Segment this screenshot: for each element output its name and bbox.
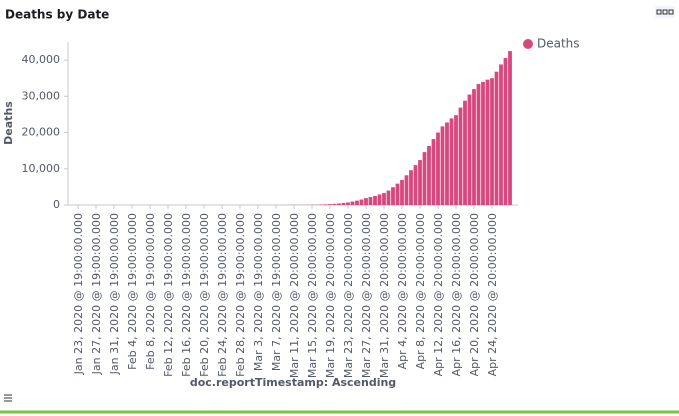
bar bbox=[485, 79, 490, 205]
y-tick-label: 0 bbox=[53, 198, 60, 211]
bar bbox=[418, 160, 422, 205]
bar bbox=[377, 194, 382, 205]
bar bbox=[341, 202, 346, 205]
bar bbox=[499, 64, 503, 205]
x-tick-label: Feb 4, 2020 @ 19:00:00.000 bbox=[126, 213, 139, 370]
x-tick-label: Mar 15, 2020 @ 20:00:00.000 bbox=[306, 213, 319, 378]
bar bbox=[337, 203, 341, 205]
bar bbox=[346, 202, 350, 205]
x-tick-label: Apr 16, 2020 @ 20:00:00.000 bbox=[450, 213, 463, 376]
bar bbox=[445, 122, 449, 205]
bar bbox=[472, 89, 476, 205]
x-tick-label: Jan 31, 2020 @ 19:00:00.000 bbox=[108, 213, 121, 375]
bar bbox=[413, 165, 418, 205]
options-bg[interactable] bbox=[655, 6, 675, 18]
bar bbox=[323, 204, 328, 205]
options-dot[interactable] bbox=[656, 9, 662, 15]
x-axis-title: doc.reportTimestamp: Ascending bbox=[190, 376, 396, 389]
bar bbox=[400, 180, 404, 205]
bar bbox=[404, 175, 409, 205]
options-dot[interactable] bbox=[668, 9, 674, 15]
bar bbox=[409, 170, 413, 205]
bar bbox=[449, 118, 454, 205]
bar bbox=[373, 195, 377, 205]
bar bbox=[436, 132, 440, 205]
bar bbox=[355, 200, 359, 205]
x-tick-label: Mar 19, 2020 @ 20:00:00.000 bbox=[324, 213, 337, 378]
bar bbox=[332, 203, 337, 205]
bar bbox=[364, 198, 368, 205]
bar bbox=[391, 187, 395, 205]
bar bbox=[503, 57, 508, 206]
bar bbox=[359, 199, 364, 205]
x-tick-label: Feb 24, 2020 @ 19:00:00.000 bbox=[216, 213, 229, 377]
chart-title: Deaths by Date bbox=[5, 8, 109, 22]
x-tick-label: Apr 8, 2020 @ 20:00:00.000 bbox=[414, 213, 427, 369]
x-tick-label: Mar 27, 2020 @ 20:00:00.000 bbox=[360, 213, 373, 378]
legend-toggle[interactable] bbox=[1, 392, 15, 406]
options-button[interactable] bbox=[655, 6, 675, 18]
bar bbox=[382, 193, 386, 205]
bar bbox=[481, 81, 485, 205]
x-tick-label: Jan 23, 2020 @ 19:00:00.000 bbox=[72, 213, 85, 375]
bar bbox=[427, 145, 431, 205]
x-tick-label: Mar 23, 2020 @ 20:00:00.000 bbox=[342, 213, 355, 378]
legend-swatch bbox=[523, 39, 533, 49]
y-axis-title: Deaths bbox=[2, 101, 15, 145]
bar bbox=[328, 204, 332, 205]
y-tick-label: 30,000 bbox=[22, 89, 61, 102]
bar bbox=[458, 107, 463, 205]
x-tick-label: Mar 11, 2020 @ 20:00:00.000 bbox=[288, 213, 301, 378]
x-tick-label: Apr 20, 2020 @ 20:00:00.000 bbox=[468, 213, 481, 376]
bar bbox=[508, 51, 512, 205]
y-tick-label: 20,000 bbox=[22, 126, 61, 139]
x-tick-label: Feb 20, 2020 @ 19:00:00.000 bbox=[198, 213, 211, 377]
bar bbox=[490, 78, 494, 205]
bar bbox=[368, 197, 373, 205]
x-tick-label: Feb 16, 2020 @ 19:00:00.000 bbox=[180, 213, 193, 377]
x-tick-label: Feb 28, 2020 @ 19:00:00.000 bbox=[234, 213, 247, 377]
bar bbox=[350, 201, 355, 205]
bar bbox=[431, 139, 436, 205]
x-tick-label: Feb 8, 2020 @ 19:00:00.000 bbox=[144, 213, 157, 370]
bar bbox=[386, 190, 391, 205]
bar bbox=[454, 115, 458, 205]
x-tick-label: Apr 4, 2020 @ 20:00:00.000 bbox=[396, 213, 409, 369]
y-tick-label: 40,000 bbox=[22, 53, 61, 66]
bar bbox=[467, 94, 472, 205]
x-tick-label: Feb 12, 2020 @ 19:00:00.000 bbox=[162, 213, 175, 377]
legend-label: Deaths bbox=[537, 37, 580, 51]
x-tick-label: Apr 12, 2020 @ 20:00:00.000 bbox=[432, 213, 445, 376]
options-dot[interactable] bbox=[662, 9, 668, 15]
y-tick-label: 10,000 bbox=[22, 162, 61, 175]
bar bbox=[440, 126, 445, 205]
x-tick-label: Mar 7, 2020 @ 19:00:00.000 bbox=[270, 213, 283, 371]
bar bbox=[494, 71, 499, 205]
x-tick-label: Apr 24, 2020 @ 20:00:00.000 bbox=[486, 213, 499, 376]
x-tick-label: Jan 27, 2020 @ 19:00:00.000 bbox=[90, 213, 103, 375]
legend-toggle-bg[interactable] bbox=[1, 392, 15, 406]
bar bbox=[463, 100, 467, 205]
bar bbox=[476, 84, 481, 205]
x-tick-label: Mar 31, 2020 @ 20:00:00.000 bbox=[378, 213, 391, 378]
x-tick-label: Mar 3, 2020 @ 19:00:00.000 bbox=[252, 213, 265, 371]
bar bbox=[422, 152, 427, 205]
bar bbox=[395, 183, 400, 205]
